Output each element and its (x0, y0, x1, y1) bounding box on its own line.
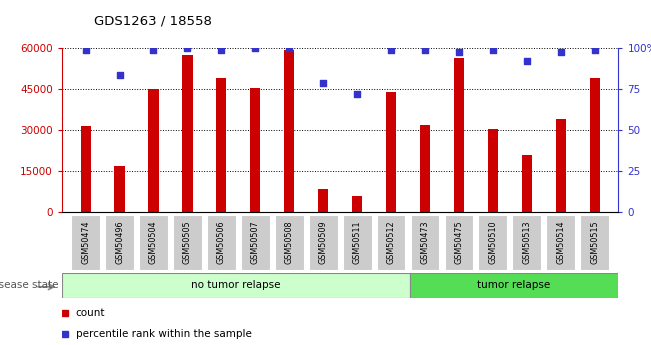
Bar (81, 126, 90, 212)
Text: GSM50515: GSM50515 (590, 220, 599, 264)
FancyBboxPatch shape (512, 215, 541, 270)
Text: GSM50507: GSM50507 (251, 220, 260, 264)
Bar (250, 88, 260, 212)
Bar (318, 189, 328, 212)
Bar (521, 155, 532, 212)
Point (148, 47, 159, 53)
FancyBboxPatch shape (546, 215, 575, 270)
Text: GSM50506: GSM50506 (217, 220, 226, 264)
FancyBboxPatch shape (309, 215, 338, 270)
Text: GSM50514: GSM50514 (556, 220, 565, 264)
FancyBboxPatch shape (411, 215, 439, 270)
FancyBboxPatch shape (409, 273, 618, 298)
Text: GSM50475: GSM50475 (454, 220, 464, 264)
Text: count: count (76, 308, 105, 318)
Bar (115, 166, 124, 212)
Point (488, 47, 498, 53)
FancyBboxPatch shape (62, 273, 409, 298)
Bar (386, 92, 396, 212)
FancyBboxPatch shape (342, 215, 372, 270)
Bar (420, 125, 430, 212)
Point (284, 46, 294, 51)
Text: disease state: disease state (0, 280, 59, 290)
FancyBboxPatch shape (173, 215, 202, 270)
Point (80, 47, 90, 53)
Point (590, 47, 600, 53)
FancyBboxPatch shape (445, 215, 473, 270)
Text: GSM50473: GSM50473 (421, 220, 430, 264)
FancyBboxPatch shape (105, 215, 134, 270)
Point (420, 47, 430, 53)
FancyBboxPatch shape (139, 215, 168, 270)
Bar (488, 129, 498, 212)
Bar (590, 78, 600, 212)
Point (182, 46, 193, 51)
Point (352, 91, 363, 97)
FancyBboxPatch shape (478, 215, 507, 270)
Bar (182, 55, 193, 212)
Text: percentile rank within the sample: percentile rank within the sample (76, 329, 252, 339)
FancyBboxPatch shape (71, 215, 100, 270)
Text: GSM50513: GSM50513 (522, 220, 531, 264)
Text: GSM50505: GSM50505 (183, 220, 192, 264)
Bar (216, 78, 227, 212)
FancyBboxPatch shape (207, 215, 236, 270)
Point (115, 72, 125, 77)
FancyBboxPatch shape (377, 215, 406, 270)
Text: GSM50504: GSM50504 (149, 220, 158, 264)
Point (454, 49, 464, 54)
Bar (352, 196, 362, 212)
Point (521, 59, 532, 64)
Text: GDS1263 / 18558: GDS1263 / 18558 (94, 14, 212, 28)
Text: GSM50509: GSM50509 (319, 220, 327, 264)
Bar (148, 89, 159, 212)
Bar (556, 119, 566, 212)
Text: tumor relapse: tumor relapse (477, 280, 551, 290)
Bar (454, 58, 464, 212)
Text: no tumor relapse: no tumor relapse (191, 280, 281, 290)
Text: GSM50496: GSM50496 (115, 220, 124, 264)
Point (386, 47, 396, 53)
Text: GSM50512: GSM50512 (387, 220, 396, 264)
Point (216, 47, 227, 53)
Text: GSM50508: GSM50508 (284, 220, 294, 264)
Point (318, 80, 328, 86)
Text: GSM50474: GSM50474 (81, 220, 90, 264)
Text: GSM50510: GSM50510 (488, 220, 497, 264)
Text: GSM50511: GSM50511 (353, 220, 361, 264)
FancyBboxPatch shape (580, 215, 609, 270)
FancyBboxPatch shape (241, 215, 270, 270)
Bar (284, 50, 294, 212)
FancyBboxPatch shape (275, 215, 303, 270)
Point (250, 46, 260, 51)
Point (555, 49, 566, 54)
